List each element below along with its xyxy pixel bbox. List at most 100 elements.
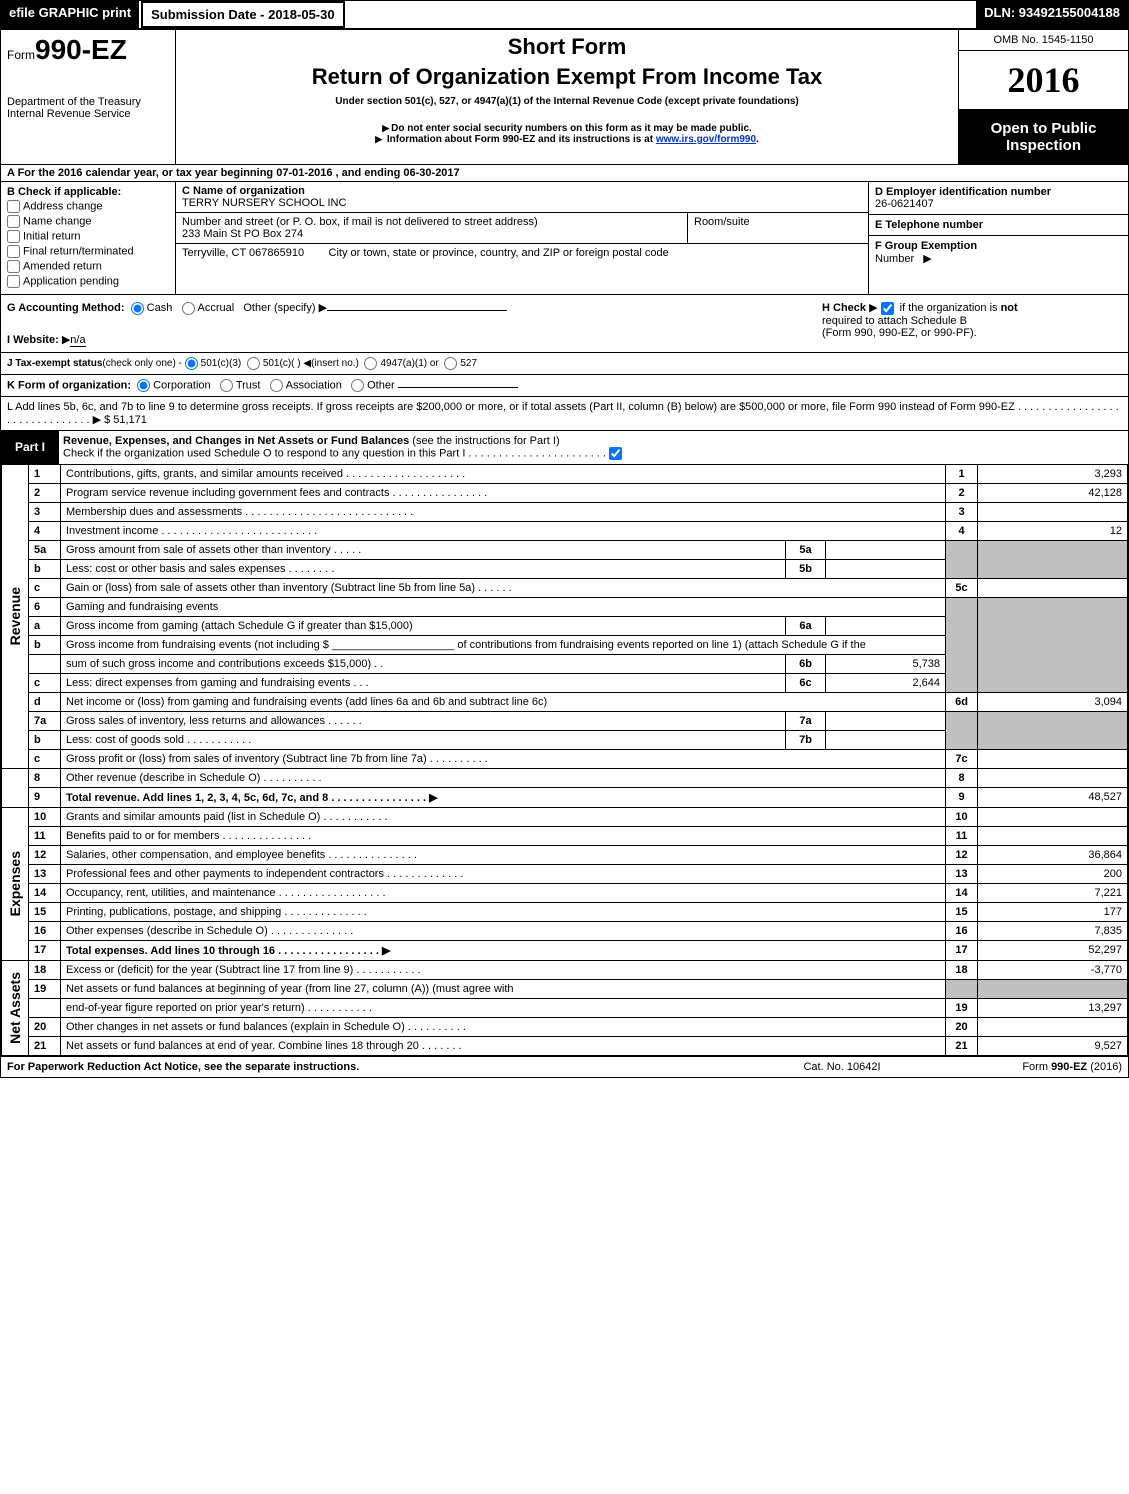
r5a-mn: 5a — [786, 540, 826, 559]
r6b2-desc: sum of such gross income and contributio… — [61, 654, 786, 673]
radio-corp[interactable] — [137, 379, 150, 392]
r2-desc: Program service revenue including govern… — [61, 483, 946, 502]
r6-desc: Gaming and fundraising events — [61, 597, 946, 616]
footer-right-form: 990-EZ — [1051, 1061, 1087, 1073]
line-j-prefix: J Tax-exempt status — [7, 358, 102, 369]
side-expenses: Expenses — [2, 807, 29, 960]
r18-amt: -3,770 — [978, 960, 1128, 979]
footer-left: For Paperwork Reduction Act Notice, see … — [7, 1061, 742, 1073]
r7c-amt — [978, 749, 1128, 768]
line-i-value: n/a — [70, 334, 85, 347]
r17-desc: Total expenses. Add lines 10 through 16 … — [61, 940, 946, 960]
r6c-num: c — [29, 673, 61, 692]
r2-rnum: 2 — [946, 483, 978, 502]
cb-application-pending[interactable]: Application pending — [7, 275, 169, 288]
row-19b: end-of-year figure reported on prior yea… — [2, 998, 1128, 1017]
cb-amended-return[interactable]: Amended return — [7, 260, 169, 273]
r5c-amt — [978, 578, 1128, 597]
city-value: Terryville, CT 067865910 — [182, 247, 304, 259]
other-org-blank[interactable] — [398, 387, 518, 388]
r12-num: 12 — [29, 845, 61, 864]
r8-num: 8 — [29, 768, 61, 787]
r11-amt — [978, 826, 1128, 845]
radio-501c3[interactable] — [185, 357, 198, 370]
box-b-title: B Check if applicable: — [7, 186, 169, 198]
form-prefix: Form — [7, 48, 35, 62]
r18-desc: Excess or (deficit) for the year (Subtra… — [61, 960, 946, 979]
row-5c: c Gain or (loss) from sale of assets oth… — [2, 578, 1128, 597]
r1-rnum: 1 — [946, 464, 978, 483]
row-20: 20 Other changes in net assets or fund b… — [2, 1017, 1128, 1036]
radio-501c[interactable] — [247, 357, 260, 370]
street-label: Number and street (or P. O. box, if mail… — [182, 216, 681, 228]
cb-schedule-o[interactable] — [609, 447, 622, 460]
radio-527[interactable] — [444, 357, 457, 370]
side-expenses-label: Expenses — [7, 851, 23, 916]
r19-amt-shade — [978, 979, 1128, 998]
part1-title: Revenue, Expenses, and Changes in Net As… — [59, 431, 1128, 464]
side-netassets-label: Net Assets — [7, 972, 23, 1044]
r6c-mv: 2,644 — [826, 673, 946, 692]
cb-name-change[interactable]: Name change — [7, 215, 169, 228]
irs-link[interactable]: www.irs.gov/form990 — [656, 134, 756, 145]
r21-num: 21 — [29, 1036, 61, 1055]
r7b-num: b — [29, 730, 61, 749]
line-a: A For the 2016 calendar year, or tax yea… — [1, 164, 1128, 181]
r6d-amt: 3,094 — [978, 692, 1128, 711]
r7a-mn: 7a — [786, 711, 826, 730]
r6a-mv — [826, 616, 946, 635]
r6b-desc: Gross income from fundraising events (no… — [61, 635, 946, 654]
line-k-prefix: K Form of organization: — [7, 379, 131, 391]
radio-corp-label: Corporation — [153, 379, 210, 391]
r15-rnum: 15 — [946, 902, 978, 921]
r5c-desc: Gain or (loss) from sale of assets other… — [61, 578, 946, 597]
r15-num: 15 — [29, 902, 61, 921]
r19-desc: Net assets or fund balances at beginning… — [61, 979, 946, 998]
row-18: Net Assets 18 Excess or (deficit) for th… — [2, 960, 1128, 979]
radio-cash[interactable] — [131, 302, 144, 315]
r5ab-amt-shade — [978, 540, 1128, 578]
header-center: Short Form Return of Organization Exempt… — [176, 30, 958, 164]
r5b-num: b — [29, 559, 61, 578]
cb-final-return[interactable]: Final return/terminated — [7, 245, 169, 258]
radio-trust[interactable] — [220, 379, 233, 392]
dln-badge: DLN: 93492155004188 — [976, 1, 1128, 28]
other-specify-label: Other (specify) — [243, 302, 315, 314]
line-a-end: 06-30-2017 — [403, 167, 459, 179]
radio-4947[interactable] — [364, 357, 377, 370]
r16-rnum: 16 — [946, 921, 978, 940]
row-17: 17 Total expenses. Add lines 10 through … — [2, 940, 1128, 960]
line-l: L Add lines 5b, 6c, and 7b to line 9 to … — [1, 396, 1128, 430]
cb-address-change[interactable]: Address change — [7, 200, 169, 213]
r5c-rnum: 5c — [946, 578, 978, 597]
header-right: OMB No. 1545-1150 2016 Open to Public In… — [958, 30, 1128, 164]
open-to-public: Open to Public Inspection — [959, 110, 1128, 164]
r17-amt: 52,297 — [978, 940, 1128, 960]
cb-line-h[interactable] — [881, 302, 894, 315]
r16-num: 16 — [29, 921, 61, 940]
row-3: 3 Membership dues and assessments . . . … — [2, 502, 1128, 521]
cb-initial-return[interactable]: Initial return — [7, 230, 169, 243]
arrow-icon: ▶ — [923, 253, 931, 265]
r2-num: 2 — [29, 483, 61, 502]
radio-other-org[interactable] — [351, 379, 364, 392]
r21-amt: 9,527 — [978, 1036, 1128, 1055]
r7ab-rnum-shade — [946, 711, 978, 749]
r6a-desc: Gross income from gaming (attach Schedul… — [61, 616, 786, 635]
cb-amended-return-label: Amended return — [23, 260, 102, 272]
r5a-mv — [826, 540, 946, 559]
radio-accrual[interactable] — [182, 302, 195, 315]
r4-desc: Investment income . . . . . . . . . . . … — [61, 521, 946, 540]
line-a-text: A For the 2016 calendar year, or tax yea… — [7, 167, 1122, 179]
r20-rnum: 20 — [946, 1017, 978, 1036]
other-specify-blank[interactable] — [327, 310, 507, 311]
radio-assoc[interactable] — [270, 379, 283, 392]
r18-num: 18 — [29, 960, 61, 979]
do-not-enter: Do not enter social security numbers on … — [186, 123, 948, 134]
r7b-mv — [826, 730, 946, 749]
line-h-prefix: H Check — [822, 302, 866, 314]
r5a-num: 5a — [29, 540, 61, 559]
side-revenue-cont — [2, 768, 29, 807]
r3-amt — [978, 502, 1128, 521]
r14-rnum: 14 — [946, 883, 978, 902]
